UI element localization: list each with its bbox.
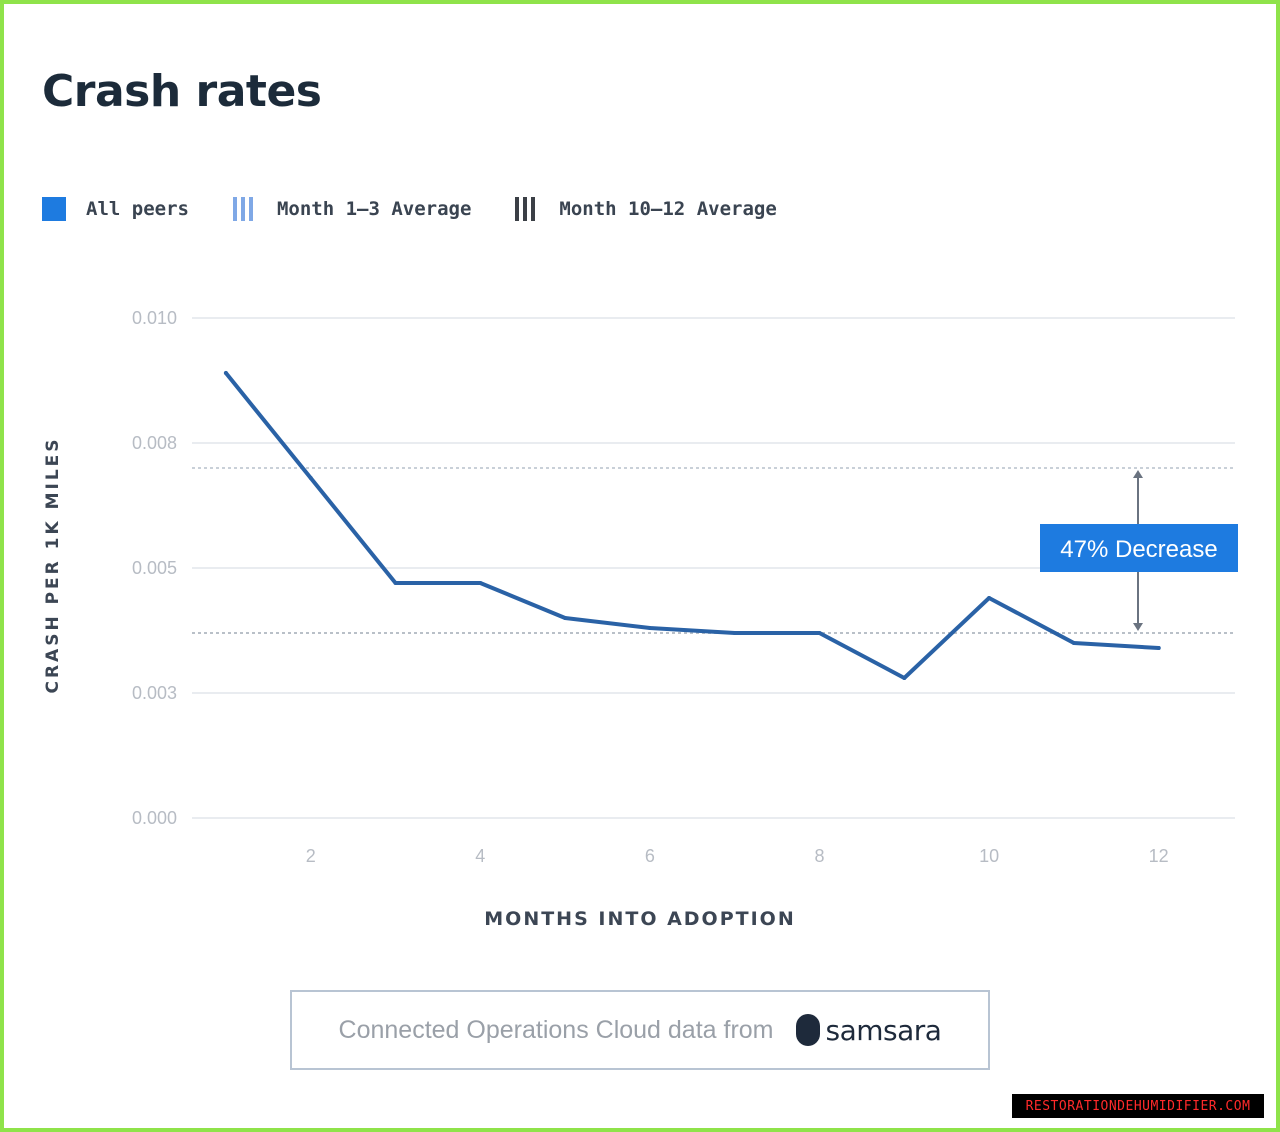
- x-tick-label: 12: [1149, 846, 1169, 866]
- series-group: [223, 371, 1161, 680]
- x-tick-label: 2: [306, 846, 316, 866]
- data-point: [308, 476, 313, 480]
- samsara-logo: samsara: [795, 1013, 942, 1047]
- annotation-label: 47% Decrease: [1060, 536, 1217, 563]
- annotation-arrow-head-bottom: [1133, 623, 1143, 631]
- legend-swatch-month-10-12: [515, 197, 540, 221]
- y-tick-label: 0.003: [132, 683, 177, 703]
- data-point: [647, 626, 652, 630]
- legend-item-month-10-12: Month 10–12 Average: [515, 197, 777, 221]
- x-tick-label: 4: [475, 846, 485, 866]
- x-axis-label: MONTHS INTO ADOPTION: [484, 908, 795, 930]
- data-point: [817, 631, 822, 635]
- y-tick-label: 0.008: [132, 433, 177, 453]
- annotation-arrow-head-top: [1133, 470, 1143, 478]
- samsara-logo-text: samsara: [825, 1013, 942, 1047]
- annotation-box: [1040, 524, 1238, 572]
- y-axis-ticks: 0.000 0.003 0.005 0.008 0.010: [132, 308, 177, 828]
- watermark: RESTORATIONDEHUMIDIFIER.COM: [1012, 1094, 1264, 1118]
- data-point: [563, 616, 568, 620]
- line-chart: 0.000 0.003 0.005 0.008 0.010 2 4 6 8 10 12 47% D…: [43, 308, 1238, 930]
- footer-text: Connected Operations Cloud data from: [338, 1015, 774, 1044]
- y-axis-label: CRASH PER 1K MILES: [43, 436, 63, 693]
- x-axis-ticks: 2 4 6 8 10 12: [306, 846, 1169, 866]
- x-tick-label: 10: [979, 846, 999, 866]
- chart-legend: All peers Month 1–3 Average Month 10–12 …: [42, 194, 821, 224]
- legend-item-all-peers: All peers: [42, 197, 189, 221]
- legend-item-month-1-3: Month 1–3 Average: [232, 197, 472, 221]
- data-point: [223, 371, 228, 375]
- x-tick-label: 6: [645, 846, 655, 866]
- x-tick-label: 8: [814, 846, 824, 866]
- data-point: [987, 596, 992, 600]
- legend-label-month-1-3: Month 1–3 Average: [276, 198, 472, 220]
- legend-label-month-10-12: Month 10–12 Average: [559, 198, 777, 220]
- chart-title: Crash rates: [42, 66, 322, 117]
- data-point: [902, 676, 907, 680]
- series-line-all-peers: [223, 371, 1161, 680]
- data-point: [1156, 646, 1161, 650]
- legend-swatch-all-peers: [42, 197, 66, 221]
- legend-label-all-peers: All peers: [86, 198, 189, 220]
- y-tick-label: 0.005: [132, 558, 177, 578]
- data-point: [1071, 641, 1076, 645]
- data-source-footer: Connected Operations Cloud data from sam…: [290, 990, 990, 1070]
- samsara-logo-icon: [795, 1014, 820, 1046]
- legend-swatch-month-1-3: [232, 197, 257, 221]
- y-tick-label: 0.010: [132, 308, 177, 328]
- decrease-annotation: 47% Decrease: [1040, 470, 1238, 631]
- data-point: [478, 581, 483, 585]
- y-tick-label: 0.000: [132, 808, 177, 828]
- data-point: [732, 631, 737, 635]
- data-point: [393, 581, 398, 585]
